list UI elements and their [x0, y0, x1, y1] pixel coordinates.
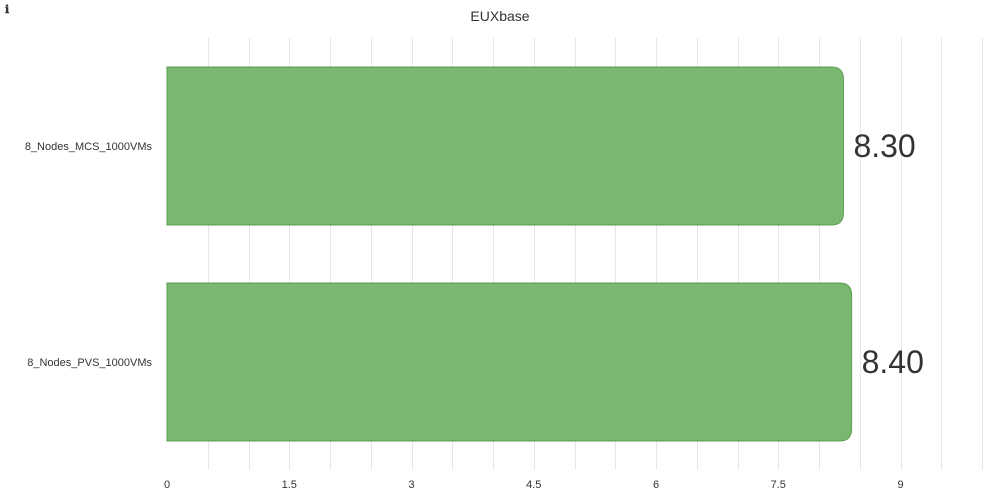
bar[interactable] [166, 282, 853, 442]
value-label: 8.40 [862, 344, 924, 380]
x-tick-label: 4.5 [526, 479, 541, 491]
category-label: 8_Nodes_PVS_1000VMs [27, 357, 152, 369]
x-tick-label: 1.5 [282, 479, 297, 491]
category-labels: 8_Nodes_MCS_1000VMs 8_Nodes_PVS_1000VMs [25, 141, 153, 369]
info-icon[interactable]: ℹ [5, 3, 10, 16]
bar[interactable] [166, 66, 844, 226]
x-tick-label: 3 [408, 479, 414, 491]
bars-group [166, 66, 853, 442]
category-label: 8_Nodes_MCS_1000VMs [25, 141, 153, 153]
x-tick-label: 9 [897, 479, 903, 491]
x-tick-label: 0 [164, 479, 170, 491]
x-tick-label: 6 [653, 479, 659, 491]
chart-title: EUXbase [470, 8, 529, 24]
value-labels: 8.30 8.40 [853, 128, 923, 380]
value-label: 8.30 [853, 128, 915, 164]
x-axis-ticks: 0 1.5 3 4.5 6 7.5 9 [164, 479, 904, 491]
x-tick-label: 7.5 [771, 479, 786, 491]
